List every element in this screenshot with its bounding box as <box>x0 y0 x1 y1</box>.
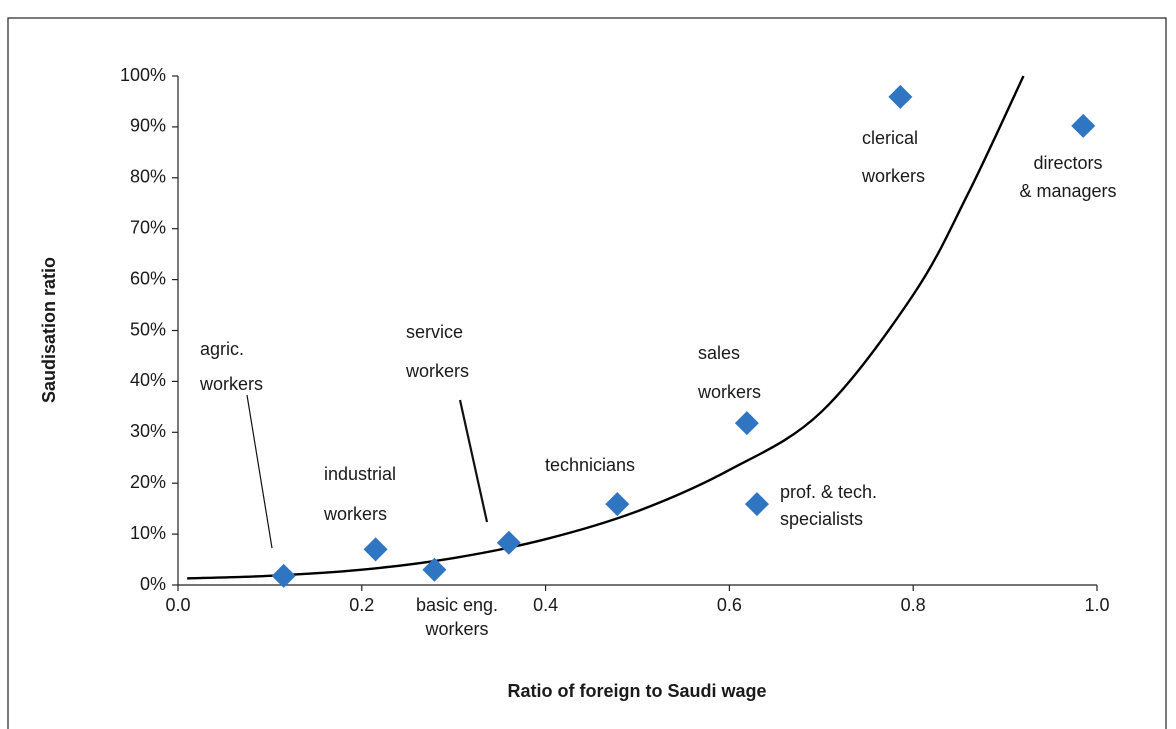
annotation: workers <box>697 382 761 402</box>
x-tick-label: 0.6 <box>717 595 742 615</box>
annotation: workers <box>424 619 488 639</box>
y-axis-label: Saudisation ratio <box>39 257 59 403</box>
annotation: basic eng. <box>416 595 498 615</box>
marker <box>422 557 447 582</box>
annotation: clerical <box>862 128 918 148</box>
pointer-line <box>246 394 273 549</box>
y-tick-label: 50% <box>130 319 166 339</box>
y-tick-label: 40% <box>130 370 166 390</box>
marker <box>888 84 913 109</box>
x-axis-label: Ratio of foreign to Saudi wage <box>507 681 766 701</box>
y-tick-label: 60% <box>130 268 166 288</box>
annotation: & managers <box>1019 181 1116 201</box>
y-tick-label: 90% <box>130 116 166 136</box>
pointer-line <box>458 399 489 523</box>
annotation: specialists <box>780 509 863 529</box>
marker <box>734 411 759 436</box>
y-tick-label: 30% <box>130 421 166 441</box>
annotation: workers <box>861 166 925 186</box>
annotation: directors <box>1033 153 1102 173</box>
annotation: industrial <box>324 464 396 484</box>
trend-line <box>187 75 1025 580</box>
annotation: prof. & tech. <box>780 482 877 502</box>
marker <box>744 492 769 517</box>
marker <box>271 563 296 588</box>
annotation: agric. <box>200 339 244 359</box>
x-tick-label: 0.2 <box>349 595 374 615</box>
x-tick-label: 1.0 <box>1084 595 1109 615</box>
marker <box>1071 113 1096 138</box>
y-tick-label: 100% <box>120 65 166 85</box>
annotation: workers <box>323 504 387 524</box>
y-tick-label: 10% <box>130 523 166 543</box>
y-tick-label: 70% <box>130 217 166 237</box>
marker <box>496 530 521 555</box>
y-tick-label: 80% <box>130 167 166 187</box>
annotation: workers <box>199 374 263 394</box>
frame <box>7 17 1167 729</box>
annotation: workers <box>405 361 469 381</box>
x-tick-label: 0.8 <box>901 595 926 615</box>
annotation: service <box>406 322 463 342</box>
y-tick-label: 0% <box>140 574 166 594</box>
x-tick-label: 0.4 <box>533 595 558 615</box>
marker <box>363 537 388 562</box>
annotation: sales <box>698 343 740 363</box>
x-tick-label: 0.0 <box>165 595 190 615</box>
y-tick-label: 20% <box>130 472 166 492</box>
annotation: technicians <box>545 455 635 475</box>
marker <box>605 492 630 517</box>
